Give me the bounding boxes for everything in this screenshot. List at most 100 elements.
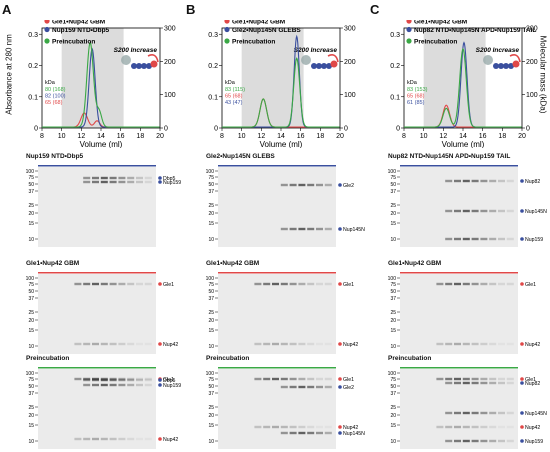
x-tick-label: 14 <box>459 133 467 140</box>
gel-band <box>307 431 315 435</box>
legend-marker <box>224 20 230 24</box>
elution-shading <box>61 28 124 128</box>
gel-band <box>480 209 488 213</box>
gel-band <box>506 411 514 415</box>
gel-band <box>471 411 479 415</box>
x-tick-label: 10 <box>420 133 428 140</box>
mass-label: 65 (68) <box>45 100 63 106</box>
gel-band <box>263 342 271 346</box>
gel-kda-label: 100 <box>206 169 215 175</box>
gel-kda-label: 37 <box>28 391 34 397</box>
gel-band <box>118 378 126 382</box>
x-tick-label: 8 <box>402 133 406 140</box>
gel-band <box>445 237 453 241</box>
gel-band <box>100 282 108 286</box>
gel-title: Preincubation <box>26 355 70 362</box>
gel-band <box>498 282 505 286</box>
gel-kda-label: 100 <box>206 276 215 282</box>
band-marker-icon <box>338 385 342 389</box>
gel-band <box>298 425 306 429</box>
band-marker-icon <box>158 437 162 441</box>
gel-band <box>445 411 453 415</box>
gel-band <box>498 179 505 183</box>
band-marker-icon <box>158 176 162 180</box>
gel-kda-label: 20 <box>208 211 214 217</box>
band-label: Gle1 <box>525 282 536 288</box>
y-right-tick-label: 300 <box>526 26 538 33</box>
gel-band <box>462 411 470 415</box>
gel-band <box>316 183 323 187</box>
band-marker-icon <box>520 237 524 241</box>
band-marker-icon <box>338 342 342 346</box>
band-label: Nup42 <box>163 437 178 443</box>
x-tick-label: 12 <box>257 133 265 140</box>
gel-kda-label: 15 <box>390 328 396 334</box>
gel-band <box>506 179 514 183</box>
gel-background <box>218 274 336 354</box>
gel-band <box>109 282 117 286</box>
gel-band <box>489 425 497 429</box>
gel-band <box>74 282 82 286</box>
gel-band <box>445 209 453 213</box>
band-marker-icon <box>520 439 524 443</box>
x-tick-label: 16 <box>479 133 487 140</box>
gel-band <box>74 437 82 441</box>
band-marker-icon <box>338 425 342 429</box>
gel-band <box>136 437 143 441</box>
gel-band <box>436 425 444 429</box>
gel-band <box>316 431 323 435</box>
gel-band <box>506 425 514 429</box>
gel-band <box>83 282 91 286</box>
gel-band <box>263 425 271 429</box>
gel-band <box>471 377 479 381</box>
gel-band <box>462 425 470 429</box>
gel-band <box>307 183 315 187</box>
gel-kda-label: 15 <box>28 221 34 227</box>
series-line <box>42 41 160 128</box>
gel-kda-label: 10 <box>208 344 214 350</box>
gel-band <box>289 385 297 389</box>
gel-band <box>289 377 297 381</box>
gel-band <box>316 342 323 346</box>
gel-band <box>307 377 315 381</box>
band-label: Nup159 <box>525 237 543 243</box>
y-left-tick-label: 0.3 <box>28 32 38 39</box>
gel-band <box>127 437 135 441</box>
gel-band <box>454 179 461 183</box>
mass-label: 80 (168) <box>45 87 66 93</box>
gel-band <box>316 425 323 429</box>
gel-band <box>92 378 99 382</box>
band-label: Dbp5 <box>163 378 176 384</box>
gel-color-bar <box>218 367 336 369</box>
gel-kda-label: 15 <box>28 328 34 334</box>
gel-band <box>92 282 99 286</box>
gel-band <box>324 377 332 381</box>
gel-color-bar <box>218 165 336 167</box>
legend-marker <box>44 38 50 44</box>
gel-band <box>280 342 288 346</box>
gel-color-bar <box>38 165 156 167</box>
gel-band <box>83 377 91 381</box>
gel-band <box>462 237 470 241</box>
gel-band <box>100 180 108 184</box>
gel-band <box>100 383 108 387</box>
gel-band <box>324 183 332 187</box>
x-tick-label: 8 <box>40 133 44 140</box>
gel-band <box>462 377 470 381</box>
gel-kda-label: 20 <box>390 211 396 217</box>
gel-kda-label: 25 <box>208 405 214 411</box>
gel-kda-label: 20 <box>28 413 34 419</box>
band-marker-icon <box>338 183 342 187</box>
gel-band <box>445 377 453 381</box>
gel-band <box>144 378 152 382</box>
gel-kda-label: 25 <box>208 203 214 209</box>
gel-band <box>471 381 479 385</box>
gel-band <box>307 227 315 231</box>
gel-kda-label: 20 <box>390 413 396 419</box>
mass-label: 43 (47) <box>225 100 243 106</box>
gel-kda-label: 10 <box>28 344 34 350</box>
y-right-tick-label: 200 <box>164 59 176 66</box>
